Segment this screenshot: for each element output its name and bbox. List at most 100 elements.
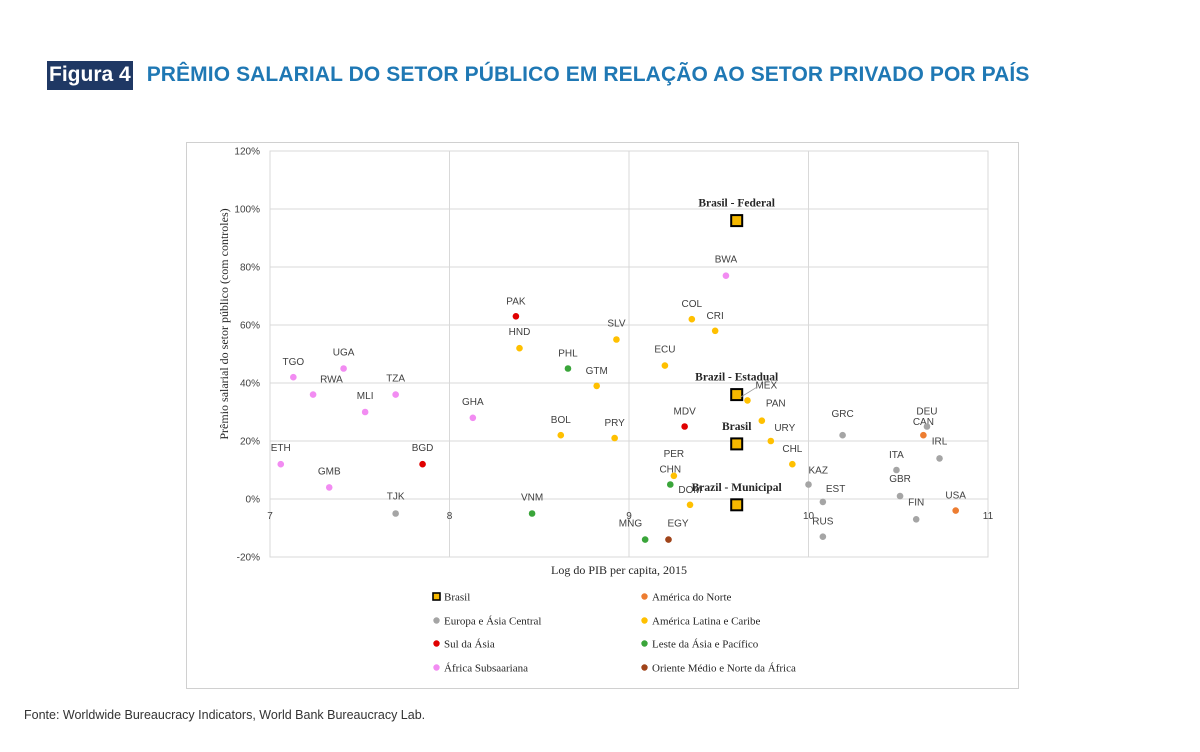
mex-leader-line (740, 386, 758, 398)
point-bgd (419, 460, 426, 468)
point-col (688, 315, 696, 323)
point-brasil (730, 437, 744, 451)
point-can (920, 431, 927, 439)
point-mdv (681, 423, 688, 430)
point-label-cri: CRI (707, 311, 724, 322)
point-tjk (392, 510, 399, 517)
point-pry (611, 434, 618, 442)
point-label-kaz: KAZ (809, 466, 828, 477)
scatter-chart: -20% 0% 20% 40% 60% 80% 100% 120% 7 8 9 10 11 Log do … (217, 147, 994, 675)
x-axis-title: Log do PIB per capita, 2015 (551, 563, 687, 577)
point-chl (789, 460, 796, 468)
point-label-bol: BOL (551, 415, 571, 426)
legend-marker-sul-da-asia (433, 640, 440, 647)
point-rwa (309, 391, 317, 398)
chart-frame: -20% 0% 20% 40% 60% 80% 100% 120% 7 8 9 10 11 Log do … (186, 142, 1019, 689)
point-label-egy: EGY (667, 519, 688, 530)
point-label-grc: GRC (831, 409, 853, 420)
point-est (819, 498, 827, 506)
point-label-gtm: GTM (586, 366, 608, 377)
point-label-deu: DEU (916, 407, 937, 418)
figure-title: PRÊMIO SALARIAL DO SETOR PÚBLICO EM RELA… (146, 63, 1030, 86)
point-bol (557, 431, 565, 439)
point-slv (613, 336, 620, 343)
point-label-can: CAN (913, 417, 934, 428)
point-label-pry: PRY (604, 418, 625, 429)
point-label-brasil-federal: Brasil - Federal (698, 198, 775, 210)
legend-label-leste-da-asia-e-pacifico: Leste da Ásia e Pacífico (652, 639, 759, 651)
point-label-tjk: TJK (387, 492, 405, 503)
point-deu (923, 423, 931, 430)
legend-marker-america-do-norte (641, 593, 648, 600)
legend-label-oriente-medio-e-norte-da-africa: Oriente Médio e Norte da África (652, 663, 796, 675)
point-label-ecu: ECU (654, 345, 675, 356)
point-rus (819, 533, 827, 540)
point-ury (767, 437, 775, 445)
point-label-fin: FIN (908, 497, 924, 508)
legend-label-europa-e-asia-central: Europa e Ásia Central (444, 616, 541, 628)
legend-marker-leste-da-asia-e-pacifico (641, 640, 648, 647)
legend-label-america-latina-e-caribe: América Latina e Caribe (652, 616, 761, 628)
legend-marker-america-latina-e-caribe (641, 617, 648, 624)
source-note: Fonte: Worldwide Bureaucracy Indicators,… (24, 708, 426, 722)
point-ecu (661, 362, 669, 369)
point-uga (340, 365, 347, 372)
point-label-per: PER (664, 449, 685, 460)
legend-label-brasil: Brasil (444, 592, 470, 604)
point-chn (666, 481, 674, 488)
point-tgo (290, 373, 297, 381)
x-tick-label: 11 (983, 511, 994, 522)
point-pak (512, 313, 520, 320)
point-label-bwa: BWA (715, 255, 738, 266)
point-label-eth: ETH (271, 443, 291, 454)
point-hnd (516, 344, 523, 352)
point-label-gha: GHA (462, 397, 484, 408)
point-label-gmb: GMB (318, 466, 341, 477)
point-label-rwa: RWA (320, 375, 343, 386)
point-gtm (593, 382, 600, 390)
y-tick-label: 120% (234, 147, 260, 158)
point-label-brazil-municipal: Brazil - Municipal (692, 482, 782, 494)
point-gha (469, 414, 477, 422)
legend-marker-oriente-medio-e-norte-da-africa (641, 664, 648, 671)
y-tick-label: 60% (240, 321, 260, 332)
point-eth (277, 460, 285, 468)
y-tick-label: 20% (240, 437, 260, 448)
point-label-ury: URY (774, 423, 795, 434)
point-label-tza: TZA (386, 374, 405, 385)
point-label-chn: CHN (659, 465, 681, 476)
point-phl (564, 365, 572, 372)
legend-marker-europa-e-asia-central (433, 617, 440, 624)
point-label-est: EST (826, 484, 845, 495)
point-label-mng: MNG (619, 519, 643, 530)
figure-title-row: Figura 4 PRÊMIO SALARIAL DO SETOR PÚBLIC… (47, 60, 1029, 90)
point-label-ita: ITA (889, 450, 904, 461)
point-label-brasil: Brasil (722, 421, 751, 433)
point-mex (744, 397, 751, 404)
point-label-mex: MEX (755, 380, 777, 391)
point-label-mli: MLI (357, 391, 374, 402)
x-tick-label: 10 (803, 511, 815, 522)
legend-marker-brasil (432, 592, 441, 601)
point-label-tgo: TGO (282, 357, 304, 368)
point-label-hnd: HND (509, 327, 531, 338)
y-axis-title: Prêmio salarial do setor público (com co… (217, 208, 231, 439)
point-kaz (805, 481, 812, 488)
point-egy (665, 536, 672, 543)
point-irl (936, 455, 943, 462)
point-cri (711, 327, 719, 335)
legend-label-sul-da-asia: Sul da Ásia (444, 639, 495, 651)
figure-label-badge: Figura 4 (47, 60, 133, 90)
point-brasil-federal (730, 214, 744, 228)
point-per (670, 472, 678, 480)
point-label-pan: PAN (766, 399, 786, 410)
point-brazil-estadual (730, 388, 744, 402)
point-usa (952, 507, 959, 514)
point-label-phl: PHL (558, 349, 578, 360)
point-label-mdv: MDV (674, 407, 697, 418)
x-tick-label: 7 (267, 511, 273, 522)
point-dom (686, 501, 694, 509)
point-gmb (325, 484, 333, 491)
point-ita (893, 466, 900, 474)
point-label-brazil-estadual: Brazil - Estadual (695, 372, 778, 384)
